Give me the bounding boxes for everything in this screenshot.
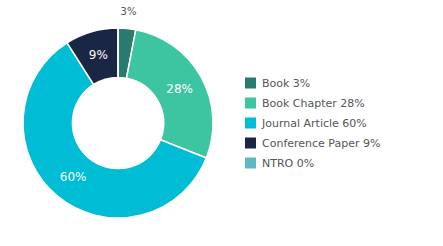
data-label: 9% <box>89 48 108 62</box>
legend-swatch <box>245 138 256 149</box>
data-label: 60% <box>60 170 87 184</box>
legend-label: NTRO 0% <box>262 157 314 170</box>
data-labels: 3% 28% 60% 9% <box>60 6 193 184</box>
legend-label: Journal Article 60% <box>261 117 367 130</box>
legend-label: Book 3% <box>262 77 310 90</box>
legend-label: Conference Paper 9% <box>262 137 380 150</box>
legend-swatch <box>245 158 256 169</box>
slice <box>67 28 118 85</box>
chart: 3% 28% 60% 9% Book 3% Book Chapter 28% Journal… <box>0 0 443 246</box>
legend-label: Book Chapter 28% <box>262 97 365 110</box>
legend: Book 3% Book Chapter 28% Journal Article 6… <box>245 77 380 170</box>
slice <box>127 30 213 158</box>
slices <box>23 28 213 218</box>
slice <box>117 28 119 77</box>
legend-swatch <box>245 98 256 109</box>
legend-swatch <box>245 118 256 129</box>
data-label: 3% <box>121 6 137 17</box>
data-label: 28% <box>166 82 193 96</box>
legend-swatch <box>245 78 256 89</box>
